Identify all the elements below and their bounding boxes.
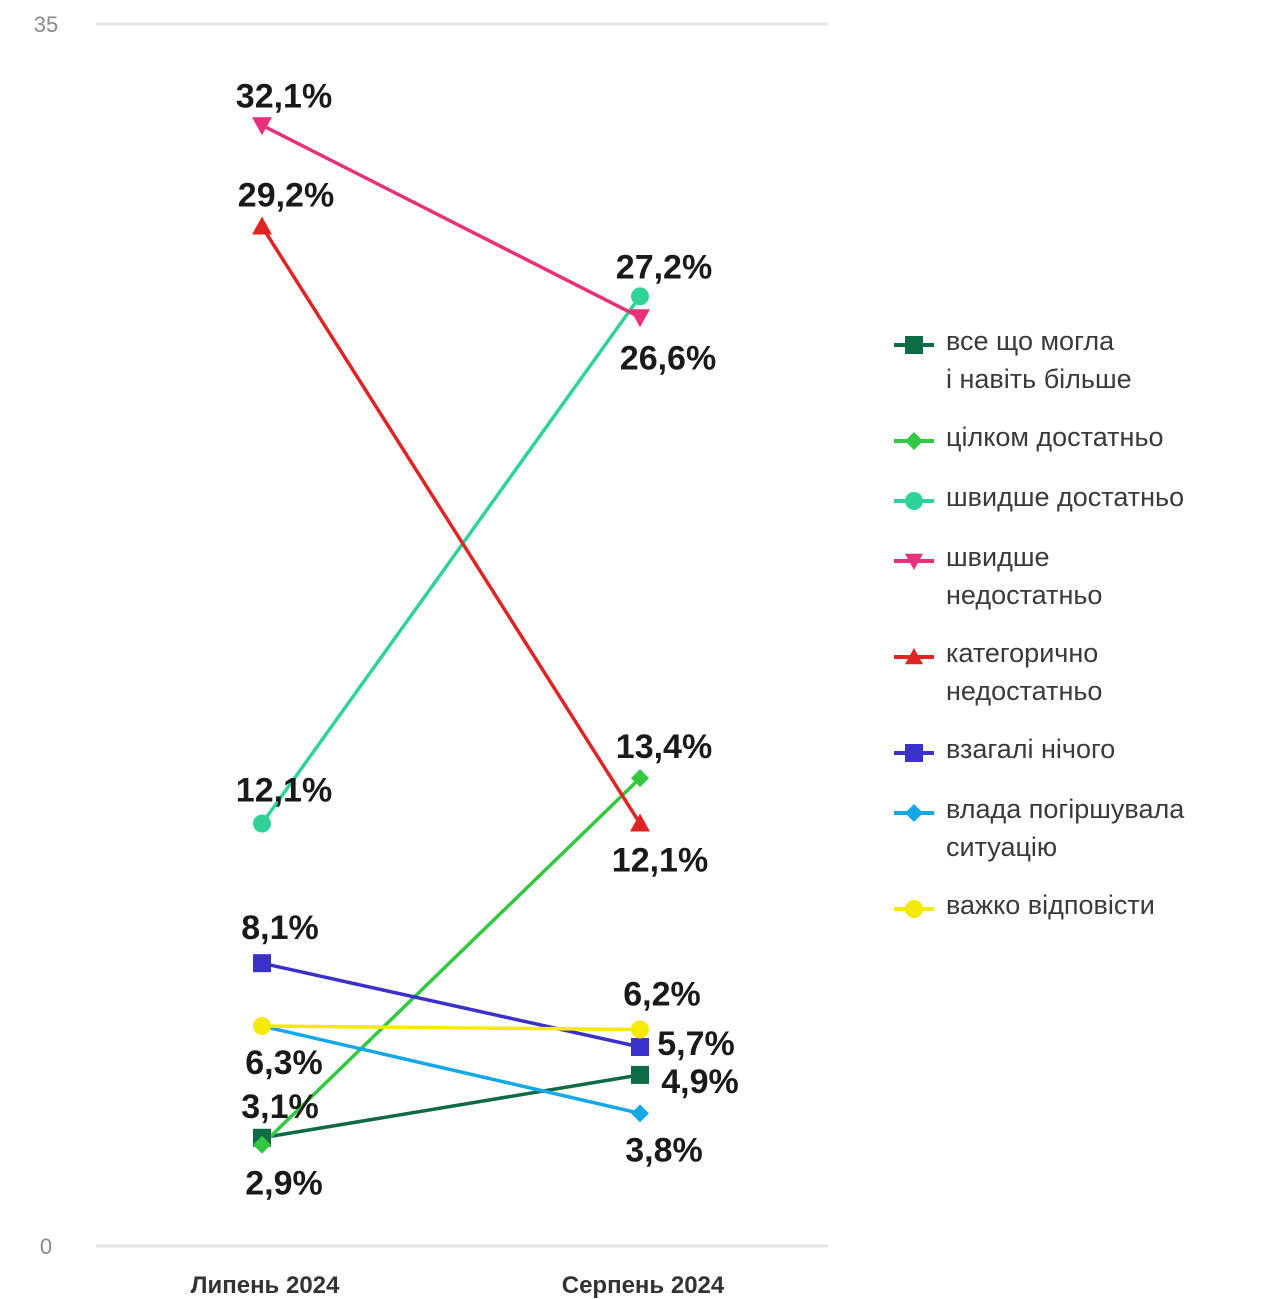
data-label: 32,1%: [236, 77, 332, 115]
legend-item: взагалі нічого: [892, 730, 1262, 770]
data-label: 13,4%: [616, 728, 712, 766]
series-line-влада-погіршувала-ситуацію: [261, 1024, 641, 1116]
point-marker: [253, 814, 271, 833]
series-line-категорично-недостатньо: [260, 225, 642, 825]
data-label: 4,9%: [661, 1063, 739, 1101]
legend-item: категорично недостатньо: [892, 634, 1262, 710]
y-tick-label: 0: [40, 1234, 52, 1259]
legend-symbol: [905, 336, 923, 354]
series-lines: [260, 123, 642, 1147]
series-line-швидше-недостатньо: [261, 123, 641, 319]
point-marker: [253, 1135, 271, 1154]
data-label: 8,1%: [241, 909, 319, 947]
data-label: 12,1%: [236, 772, 332, 810]
x-tick-label: Липень 2024: [191, 1272, 340, 1299]
legend-label: швидше недостатньо: [946, 542, 1103, 610]
legend-item: швидше достатньо: [892, 478, 1262, 518]
data-label: 26,6%: [620, 339, 716, 377]
legend-label: цілком достатньо: [946, 422, 1164, 452]
legend-symbol: [905, 804, 923, 822]
point-marker: [631, 769, 649, 788]
series-line-цілком-достатньо: [260, 776, 642, 1147]
data-label: 2,9%: [245, 1165, 323, 1203]
point-marker: [631, 1037, 649, 1056]
legend-symbol: [905, 648, 923, 665]
legend-marker-icon: [894, 336, 934, 354]
x-tick-label: Серпень 2024: [562, 1272, 725, 1299]
legend-label: важко відповісти: [946, 890, 1155, 920]
legend-marker-icon: [894, 492, 934, 510]
series-line-взагалі-нічого: [261, 961, 641, 1049]
point-marker: [630, 309, 650, 328]
axis-layer: 0 35 Липень 2024 Серпень 2024: [34, 12, 828, 1299]
legend-label: швидше достатньо: [946, 482, 1185, 512]
series-line-важко-відповісти: [261, 1024, 641, 1032]
data-labels: 3,1% 4,9% 2,9% 13,4% 12,1% 27,2% 32,1% 26,6% 29,…: [236, 77, 739, 1202]
legend-marker-icon: [894, 553, 934, 570]
legend-item: влада погіршувала ситуацію: [892, 790, 1262, 866]
series-line-все-що-могла-і-навіть-більше: [261, 1073, 641, 1140]
data-label: 5,7%: [657, 1025, 735, 1063]
point-marker: [252, 216, 272, 235]
point-marker: [631, 287, 649, 306]
legend-item: швидше недостатньо: [892, 538, 1262, 614]
data-label: 29,2%: [238, 177, 334, 215]
legend-item: важко відповісти: [892, 886, 1262, 926]
legend-symbol: [905, 744, 923, 762]
legend-symbol: [905, 553, 923, 570]
data-label: 6,2%: [623, 976, 701, 1014]
legend-symbol: [905, 900, 923, 918]
point-marker: [631, 1020, 649, 1039]
legend-label: категорично недостатньо: [946, 638, 1103, 706]
legend-marker-icon: [894, 432, 934, 450]
point-marker: [253, 1017, 271, 1036]
point-marker: [631, 1104, 649, 1123]
data-label: 3,1%: [241, 1088, 319, 1126]
legend-marker-icon: [894, 804, 934, 822]
point-marker: [252, 117, 272, 136]
legend-symbol: [905, 432, 923, 450]
data-label: 12,1%: [612, 842, 708, 880]
point-marker: [630, 813, 650, 832]
legend-item: все що могла і навіть більше: [892, 322, 1262, 398]
legend-label: влада погіршувала ситуацію: [946, 794, 1185, 862]
legend-marker-icon: [894, 900, 934, 918]
data-label: 3,8%: [625, 1131, 703, 1169]
legend: все що могла і навіть більше цілком доста…: [892, 322, 1262, 946]
y-tick-label: 35: [34, 12, 58, 37]
legend-item: цілком достатньо: [892, 418, 1262, 458]
data-label: 6,3%: [245, 1044, 323, 1082]
series-line-швидше-достатньо: [260, 295, 642, 825]
legend-symbol: [905, 492, 923, 510]
data-label: 27,2%: [616, 248, 712, 286]
point-marker: [631, 1065, 649, 1084]
legend-marker-icon: [894, 648, 934, 665]
legend-label: взагалі нічого: [946, 734, 1116, 764]
legend-marker-icon: [894, 744, 934, 762]
legend-label: все що могла і навіть більше: [946, 326, 1132, 394]
point-marker: [253, 954, 271, 973]
series-markers: [252, 117, 650, 1154]
